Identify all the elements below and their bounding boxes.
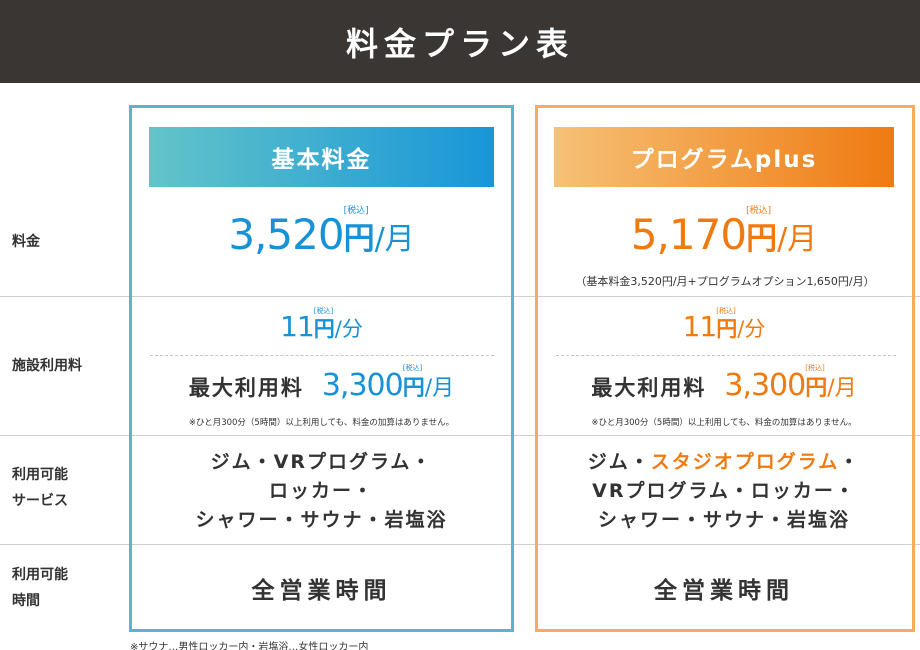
price-amount: 5,170 <box>630 210 747 259</box>
service-line: ジム・VRプログラム・ <box>210 451 433 473</box>
price-amount: 3,520 <box>228 210 344 259</box>
service-text: ジム・ <box>587 451 651 473</box>
max-fee-amount: 3,300 <box>724 368 806 403</box>
service-highlight: スタジオプログラム <box>650 451 840 473</box>
tax-included-label: [税込] <box>805 364 825 372</box>
plan-header-basic: 基本料金 <box>149 127 494 187</box>
service-text: ・ <box>839 451 861 473</box>
tax-included-label: [税込] <box>746 206 772 216</box>
max-fee-amount: 3,300 <box>321 368 404 403</box>
page-header: 料金プラン表 <box>0 0 920 83</box>
price-unit: /月 <box>777 222 818 257</box>
price-unit: /月 <box>374 222 415 257</box>
per-minute-unit: /分 <box>334 317 363 341</box>
row-label-hours: 利用可能 時間 <box>12 562 68 614</box>
yen-with-tax: [税込] 円 <box>716 307 738 343</box>
yen-symbol: 円 <box>746 221 778 257</box>
max-fee-unit: /月 <box>424 376 455 401</box>
footnote: ※サウナ…男性ロッカー内・岩塩浴…女性ロッカー内 <box>130 642 369 650</box>
yen-with-tax: [税込] 円 <box>805 364 828 402</box>
yen-with-tax: [税込] 円 <box>343 206 375 258</box>
yen-symbol: 円 <box>716 317 738 341</box>
plan-column-plus <box>535 105 915 632</box>
row-label-line: サービス <box>12 493 68 509</box>
plus-per-minute-price: 11 [税込] 円/分 <box>554 307 894 343</box>
row-label-facility: 施設利用料 <box>12 358 82 374</box>
yen-symbol: 円 <box>313 317 335 341</box>
row-label-services: 利用可能 サービス <box>12 462 68 514</box>
tax-included-label: [税込] <box>402 364 423 372</box>
yen-symbol: 円 <box>805 376 828 401</box>
plus-hours: 全営業時間 <box>654 578 794 604</box>
per-minute-amount: 11 <box>280 310 315 343</box>
plan-column-basic <box>129 105 514 632</box>
yen-symbol: 円 <box>343 221 375 257</box>
dashed-divider <box>556 355 896 356</box>
max-fee-unit: /月 <box>827 376 857 401</box>
yen-with-tax: [税込] 円 <box>746 206 778 258</box>
page-title: 料金プラン表 <box>345 24 574 63</box>
plus-max-fee-note: ※ひと月300分（5時間）以上利用しても、料金の加算はありません。 <box>591 418 857 428</box>
dashed-divider <box>150 355 494 356</box>
row-label-line: 利用可能 <box>12 567 68 583</box>
service-line: シャワー・サウナ・岩塩浴 <box>195 509 448 531</box>
max-fee-label: 最大利用料 <box>188 376 304 400</box>
yen-with-tax: [税込] 円 <box>313 307 335 343</box>
tax-included-label: [税込] <box>716 307 736 315</box>
row-label-line: 利用可能 <box>12 467 68 483</box>
row-divider <box>0 296 920 297</box>
max-fee-label: 最大利用料 <box>591 376 707 400</box>
basic-monthly-price: 3,520 [税込] 円/月 <box>149 206 494 259</box>
yen-with-tax: [税込] 円 <box>402 364 425 402</box>
basic-services: ジム・VRプログラム・ ロッカー・ シャワー・サウナ・岩塩浴 <box>149 448 494 535</box>
service-line: VRプログラム・ロッカー・ <box>592 480 856 502</box>
tax-included-label: [税込] <box>343 206 369 216</box>
plus-monthly-price: 5,170 [税込] 円/月 <box>554 206 894 259</box>
basic-per-minute-price: 11 [税込] 円/分 <box>149 307 494 343</box>
basic-max-fee-note: ※ひと月300分（5時間）以上利用しても、料金の加算はありません。 <box>188 418 455 428</box>
basic-max-fee: 最大利用料 3,300 [税込] 円/月 <box>149 364 494 403</box>
row-label-line: 時間 <box>12 593 40 609</box>
service-line: ジム・スタジオプログラム・ <box>554 448 894 477</box>
basic-hours: 全営業時間 <box>251 578 392 604</box>
row-label-fee: 料金 <box>12 234 40 250</box>
tax-included-label: [税込] <box>313 307 334 315</box>
plus-price-breakdown: （基本料金3,520円/月+プログラムオプション1,650円/月） <box>575 275 875 288</box>
row-divider <box>0 544 920 545</box>
yen-symbol: 円 <box>402 376 425 401</box>
plus-max-fee: 最大利用料 3,300 [税込] 円/月 <box>554 364 894 403</box>
row-divider <box>0 435 920 436</box>
service-line: シャワー・サウナ・岩塩浴 <box>597 509 850 531</box>
plan-header-plus: プログラムplus <box>554 127 894 187</box>
service-line: ロッカー・ <box>268 480 374 502</box>
per-minute-unit: /分 <box>737 317 766 341</box>
per-minute-amount: 11 <box>682 310 718 343</box>
plus-services: ジム・スタジオプログラム・ VRプログラム・ロッカー・ シャワー・サウナ・岩塩浴 <box>554 448 894 535</box>
